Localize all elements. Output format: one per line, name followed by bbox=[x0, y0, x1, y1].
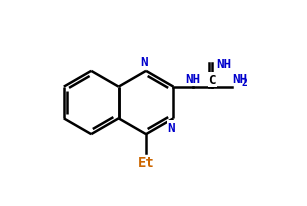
Text: N: N bbox=[140, 56, 148, 69]
Text: NH: NH bbox=[185, 73, 200, 86]
Text: 2: 2 bbox=[242, 78, 248, 88]
Text: C: C bbox=[208, 73, 216, 86]
Text: NH: NH bbox=[232, 73, 247, 86]
Text: N: N bbox=[168, 121, 175, 134]
Text: Et: Et bbox=[138, 155, 154, 169]
Text: NH: NH bbox=[216, 57, 231, 70]
